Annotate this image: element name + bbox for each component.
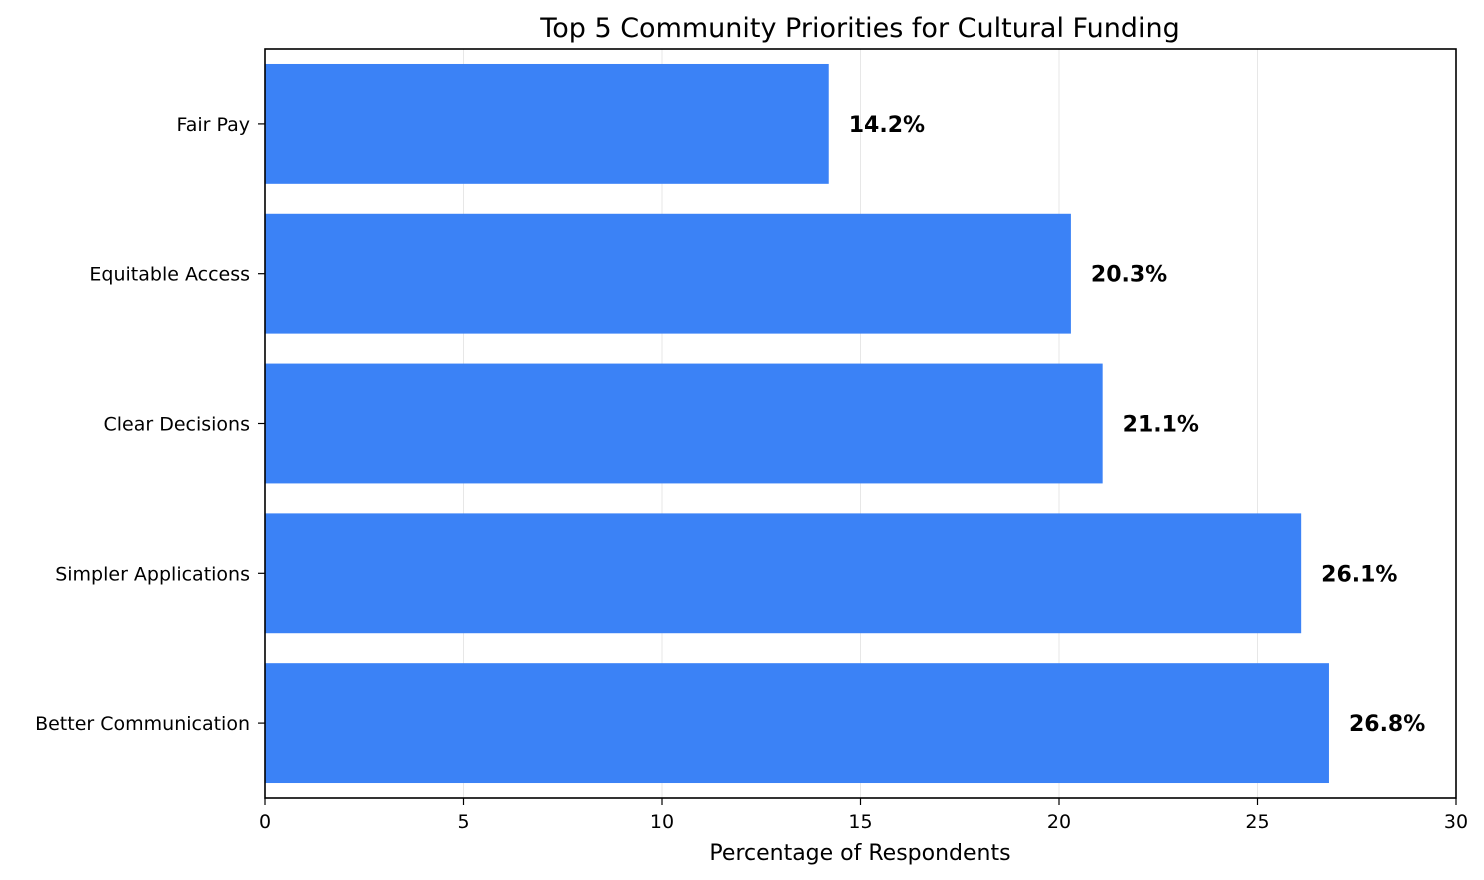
x-axis: 0 5 10 15 20 25 30 [259, 798, 1468, 833]
bar [265, 213, 1071, 334]
x-tick-label: 0 [259, 811, 271, 833]
bar-data-label: 26.1% [1321, 562, 1397, 587]
bar-data-label: 21.1% [1123, 413, 1199, 438]
y-axis: Fair Pay Equitable Access Clear Decisions S… [35, 114, 265, 735]
bar [265, 513, 1302, 634]
bar-data-label: 26.8% [1349, 712, 1425, 737]
y-tick-label: Clear Decisions [103, 414, 250, 436]
x-tick-label: 20 [1047, 811, 1071, 833]
x-tick-label: 5 [457, 811, 469, 833]
bar [265, 63, 829, 184]
bar [265, 663, 1329, 784]
x-tick-label: 10 [650, 811, 674, 833]
y-tick-label: Equitable Access [89, 264, 250, 286]
bar-data-label: 20.3% [1091, 263, 1167, 288]
chart-title: Top 5 Community Priorities for Cultural … [539, 13, 1179, 44]
bar-layer [265, 63, 1329, 784]
data-label-layer: 14.2% 20.3% 21.1% 26.1% 26.8% [849, 113, 1426, 737]
x-tick-label: 25 [1245, 811, 1269, 833]
y-tick-label: Simpler Applications [55, 563, 250, 585]
x-tick-label: 30 [1444, 811, 1468, 833]
bar-data-label: 14.2% [849, 113, 925, 138]
y-tick-label: Better Communication [35, 713, 250, 735]
x-tick-label: 15 [848, 811, 872, 833]
x-axis-label: Percentage of Respondents [709, 841, 1010, 866]
y-tick-label: Fair Pay [177, 114, 250, 136]
bar [265, 363, 1103, 484]
